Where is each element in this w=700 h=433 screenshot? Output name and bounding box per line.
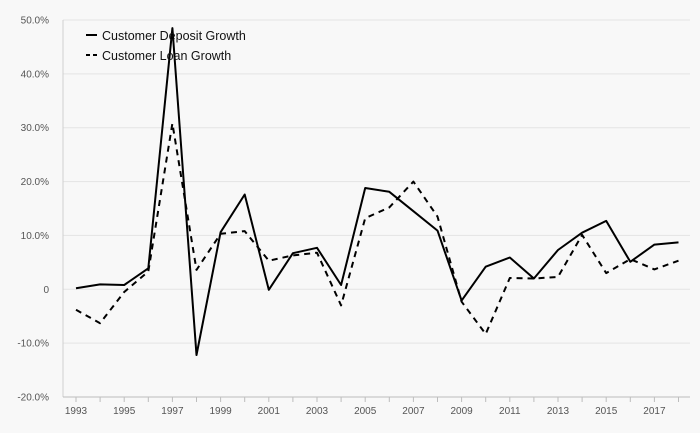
series-line-loan [75, 122, 679, 335]
y-tick-label: 10.0% [21, 231, 49, 242]
gridlines [62, 19, 690, 398]
y-tick-label: -20.0% [17, 393, 49, 404]
x-tick-label: 1999 [209, 406, 232, 417]
x-tick-label: 2017 [643, 406, 666, 417]
legend-label-deposit: Customer Deposit Growth [102, 29, 246, 43]
x-axis: 1993 1995 1997 1999 2001 2003 2005 2007 2009 2011… [63, 396, 690, 417]
x-tick-label: 1995 [113, 406, 136, 417]
y-tick-label: 30.0% [21, 123, 49, 134]
y-tick-label: -10.0% [17, 339, 49, 350]
legend-label-loan: Customer Loan Growth [102, 49, 231, 63]
series-line-deposit [75, 27, 679, 356]
y-tick-label: 50.0% [21, 16, 49, 27]
x-tick-label: 2009 [450, 406, 473, 417]
y-axis-tick-labels: -20.0% -10.0% 0 10.0% 20.0% 30.0% 40.0% 50.0% [17, 16, 49, 404]
x-tick-label: 1997 [161, 406, 184, 417]
x-tick-label: 2001 [258, 406, 281, 417]
y-tick-label: 20.0% [21, 177, 49, 188]
y-tick-label: 0 [43, 285, 49, 296]
x-tick-label: 2003 [306, 406, 329, 417]
x-tick-label: 1993 [65, 406, 88, 417]
series-lines [75, 27, 679, 356]
legend: Customer Deposit Growth Customer Loan Gr… [86, 29, 246, 63]
y-tick-label: 40.0% [21, 69, 49, 80]
x-tick-label: 2011 [499, 406, 521, 417]
x-tick-label: 2015 [595, 406, 618, 417]
x-tick-label: 2007 [402, 406, 425, 417]
x-tick-label: 2005 [354, 406, 377, 417]
x-tick-label: 2013 [547, 406, 570, 417]
